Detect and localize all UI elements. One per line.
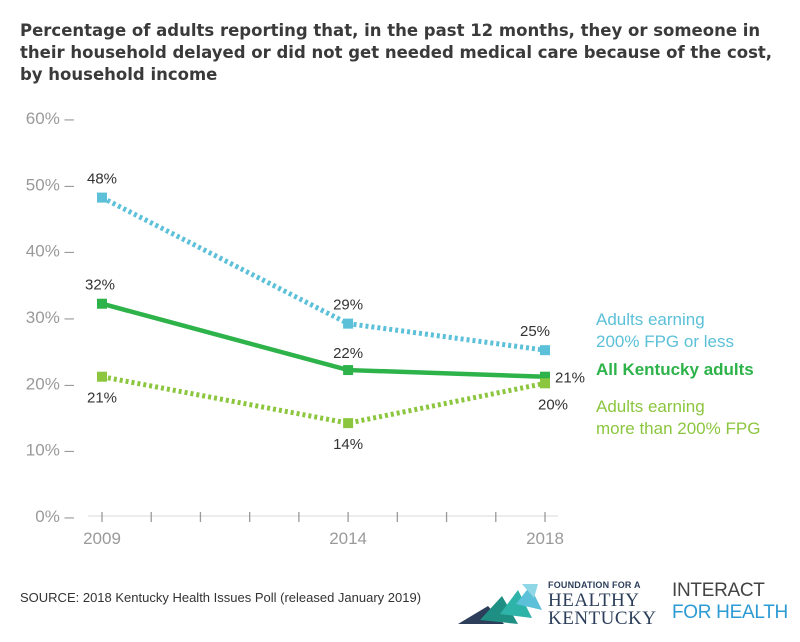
y-tick-label: 0% – xyxy=(35,507,74,526)
interact-for-health-logo: INTERACT FOR HEALTH xyxy=(672,580,792,630)
data-label: 20% xyxy=(538,396,568,413)
legend-entry: All Kentucky adults xyxy=(596,360,754,379)
data-label: 32% xyxy=(85,277,115,294)
x-tick-label: 2018 xyxy=(526,529,564,548)
data-point xyxy=(540,371,550,382)
data-label: 14% xyxy=(333,436,363,453)
y-tick-label: 60% – xyxy=(26,109,75,128)
logo-interact-text: INTERACT xyxy=(672,580,765,601)
data-label: 25% xyxy=(520,323,550,340)
x-tick-label: 2014 xyxy=(329,529,367,548)
data-label: 21% xyxy=(87,390,117,407)
logo-for-health-text: FOR HEALTH xyxy=(672,602,788,623)
data-label: 48% xyxy=(87,171,117,188)
y-tick-label: 50% – xyxy=(26,175,75,194)
series-line xyxy=(101,301,546,379)
logo-small-text: FOUNDATION FOR A xyxy=(548,580,641,590)
data-point xyxy=(343,418,354,429)
series-2: 32% 22% 21% xyxy=(85,277,585,387)
source-note: SOURCE: 2018 Kentucky Health Issues Poll… xyxy=(20,590,422,605)
data-label: 21% xyxy=(555,370,585,387)
data-point xyxy=(343,365,354,376)
series-line xyxy=(101,374,546,426)
foundation-healthy-kentucky-logo: FOUNDATION FOR A HEALTHY KENTUCKY xyxy=(458,580,658,630)
data-point xyxy=(97,192,107,203)
line-chart: 0% – 10% – 20% – 30% – 40% – 50% – 60% – 2009 20… xyxy=(26,109,761,548)
axes: 0% – 10% – 20% – 30% – 40% – 50% – 60% – 2009 20… xyxy=(26,109,564,548)
chart-title: Percentage of adults reporting that, in … xyxy=(20,21,773,84)
data-point xyxy=(343,318,354,329)
logo-kentucky-text: KENTUCKY xyxy=(548,608,657,629)
legend: Adults earning 200% FPG or less All Kentuc… xyxy=(596,310,760,438)
y-tick-label: 10% – xyxy=(26,441,75,460)
series: 48% 29% 25% 32% 22% 21% 21% 14% 20% xyxy=(85,171,585,454)
y-tick-label: 40% – xyxy=(26,242,75,261)
series-1: 48% 29% 25% xyxy=(87,171,550,356)
x-tick-label: 2009 xyxy=(83,529,121,548)
data-point xyxy=(97,371,107,382)
data-label: 29% xyxy=(333,297,363,314)
kentucky-mark-icon xyxy=(458,584,542,624)
data-point xyxy=(540,378,550,389)
y-tick-label: 30% – xyxy=(26,308,75,327)
legend-entry: Adults earning xyxy=(596,397,705,416)
data-label: 22% xyxy=(333,345,363,362)
series-3: 21% 14% 20% xyxy=(87,371,568,453)
series-line xyxy=(100,195,546,353)
legend-entry: Adults earning xyxy=(596,310,705,329)
legend-entry: 200% FPG or less xyxy=(596,332,734,351)
logo-healthy-text: HEALTHY xyxy=(548,590,640,611)
legend-entry: more than 200% FPG xyxy=(596,419,760,438)
y-tick-label: 20% – xyxy=(26,374,75,393)
data-point xyxy=(540,345,550,356)
data-point xyxy=(97,298,107,309)
